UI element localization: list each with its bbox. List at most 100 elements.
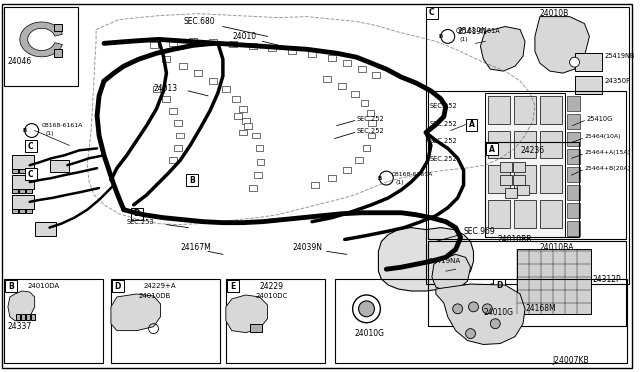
Bar bbox=[239, 129, 246, 135]
Bar bbox=[16, 314, 20, 320]
Bar bbox=[575, 76, 602, 94]
Bar bbox=[268, 45, 276, 51]
Bar bbox=[112, 280, 124, 292]
Bar bbox=[485, 93, 564, 237]
Bar bbox=[358, 66, 365, 72]
Bar bbox=[343, 60, 351, 66]
Bar bbox=[252, 132, 260, 138]
Bar bbox=[253, 172, 262, 178]
Polygon shape bbox=[378, 228, 474, 291]
Text: C: C bbox=[28, 142, 33, 151]
Polygon shape bbox=[226, 295, 268, 333]
Text: (1): (1) bbox=[396, 180, 404, 185]
Circle shape bbox=[452, 304, 463, 314]
Bar bbox=[513, 162, 525, 172]
Bar bbox=[488, 200, 510, 228]
Bar bbox=[25, 141, 36, 152]
Bar bbox=[428, 241, 626, 326]
Bar bbox=[500, 175, 512, 185]
Bar bbox=[12, 169, 18, 173]
Circle shape bbox=[488, 288, 499, 300]
Bar bbox=[566, 185, 580, 200]
Bar bbox=[248, 44, 257, 49]
Bar bbox=[343, 167, 351, 173]
Bar bbox=[194, 70, 202, 76]
Polygon shape bbox=[20, 22, 63, 57]
Bar bbox=[575, 53, 602, 71]
Text: A: A bbox=[490, 145, 495, 154]
Bar bbox=[372, 72, 380, 78]
Bar bbox=[163, 96, 170, 102]
Bar bbox=[163, 56, 170, 62]
Bar bbox=[26, 189, 32, 193]
Circle shape bbox=[358, 301, 374, 317]
Text: SEC.252: SEC.252 bbox=[430, 121, 458, 126]
Polygon shape bbox=[8, 291, 35, 321]
Bar bbox=[25, 168, 36, 180]
Bar bbox=[566, 167, 580, 182]
Bar bbox=[517, 249, 591, 314]
Bar bbox=[335, 279, 627, 363]
Circle shape bbox=[380, 171, 393, 185]
Bar bbox=[54, 49, 63, 57]
Bar bbox=[248, 185, 257, 191]
Polygon shape bbox=[111, 294, 161, 331]
Bar bbox=[426, 7, 629, 284]
Circle shape bbox=[468, 302, 479, 312]
Bar bbox=[26, 314, 29, 320]
Bar bbox=[311, 182, 319, 188]
Text: 24039N: 24039N bbox=[292, 243, 322, 252]
Text: B: B bbox=[8, 282, 14, 291]
Bar bbox=[308, 51, 316, 57]
Circle shape bbox=[570, 57, 579, 67]
Bar bbox=[227, 280, 239, 292]
Bar bbox=[170, 41, 177, 46]
Bar bbox=[488, 96, 510, 124]
Text: 25464(10A): 25464(10A) bbox=[584, 134, 621, 139]
Text: 24010: 24010 bbox=[233, 32, 257, 41]
Polygon shape bbox=[432, 254, 470, 291]
Bar bbox=[19, 209, 25, 213]
Text: C: C bbox=[28, 170, 33, 179]
Bar bbox=[250, 324, 262, 331]
Bar bbox=[12, 155, 34, 169]
Bar bbox=[351, 91, 358, 97]
Bar bbox=[540, 165, 562, 193]
Bar bbox=[426, 7, 438, 19]
Bar bbox=[4, 7, 78, 86]
Bar bbox=[209, 78, 217, 84]
Bar bbox=[566, 149, 580, 164]
Bar bbox=[323, 76, 331, 82]
Text: 24010G: 24010G bbox=[355, 329, 385, 338]
Bar bbox=[12, 195, 34, 209]
Bar bbox=[49, 160, 69, 172]
Bar bbox=[226, 279, 325, 363]
Bar bbox=[111, 279, 220, 363]
Text: 24010BB: 24010BB bbox=[497, 235, 532, 244]
Text: D: D bbox=[496, 280, 502, 289]
Bar bbox=[35, 222, 56, 235]
Text: 25410G: 25410G bbox=[586, 116, 612, 122]
Bar bbox=[170, 108, 177, 114]
Circle shape bbox=[441, 29, 454, 44]
Bar bbox=[500, 162, 512, 172]
Bar bbox=[222, 86, 230, 92]
Bar bbox=[505, 188, 517, 198]
Bar bbox=[170, 157, 177, 163]
Bar bbox=[488, 131, 510, 158]
Bar bbox=[514, 96, 536, 124]
Bar bbox=[540, 96, 562, 124]
Bar bbox=[360, 100, 369, 106]
Text: B: B bbox=[438, 34, 443, 39]
Text: J24007KB: J24007KB bbox=[553, 356, 589, 365]
Text: 24010DA: 24010DA bbox=[28, 283, 60, 289]
Bar bbox=[5, 280, 17, 292]
Bar bbox=[488, 165, 510, 193]
Bar bbox=[566, 96, 580, 111]
Bar bbox=[367, 132, 376, 138]
Text: 24046: 24046 bbox=[8, 57, 32, 66]
Text: 24229: 24229 bbox=[260, 282, 284, 291]
Polygon shape bbox=[436, 284, 525, 344]
Text: 24350P: 24350P bbox=[604, 78, 630, 84]
Bar bbox=[150, 42, 157, 48]
